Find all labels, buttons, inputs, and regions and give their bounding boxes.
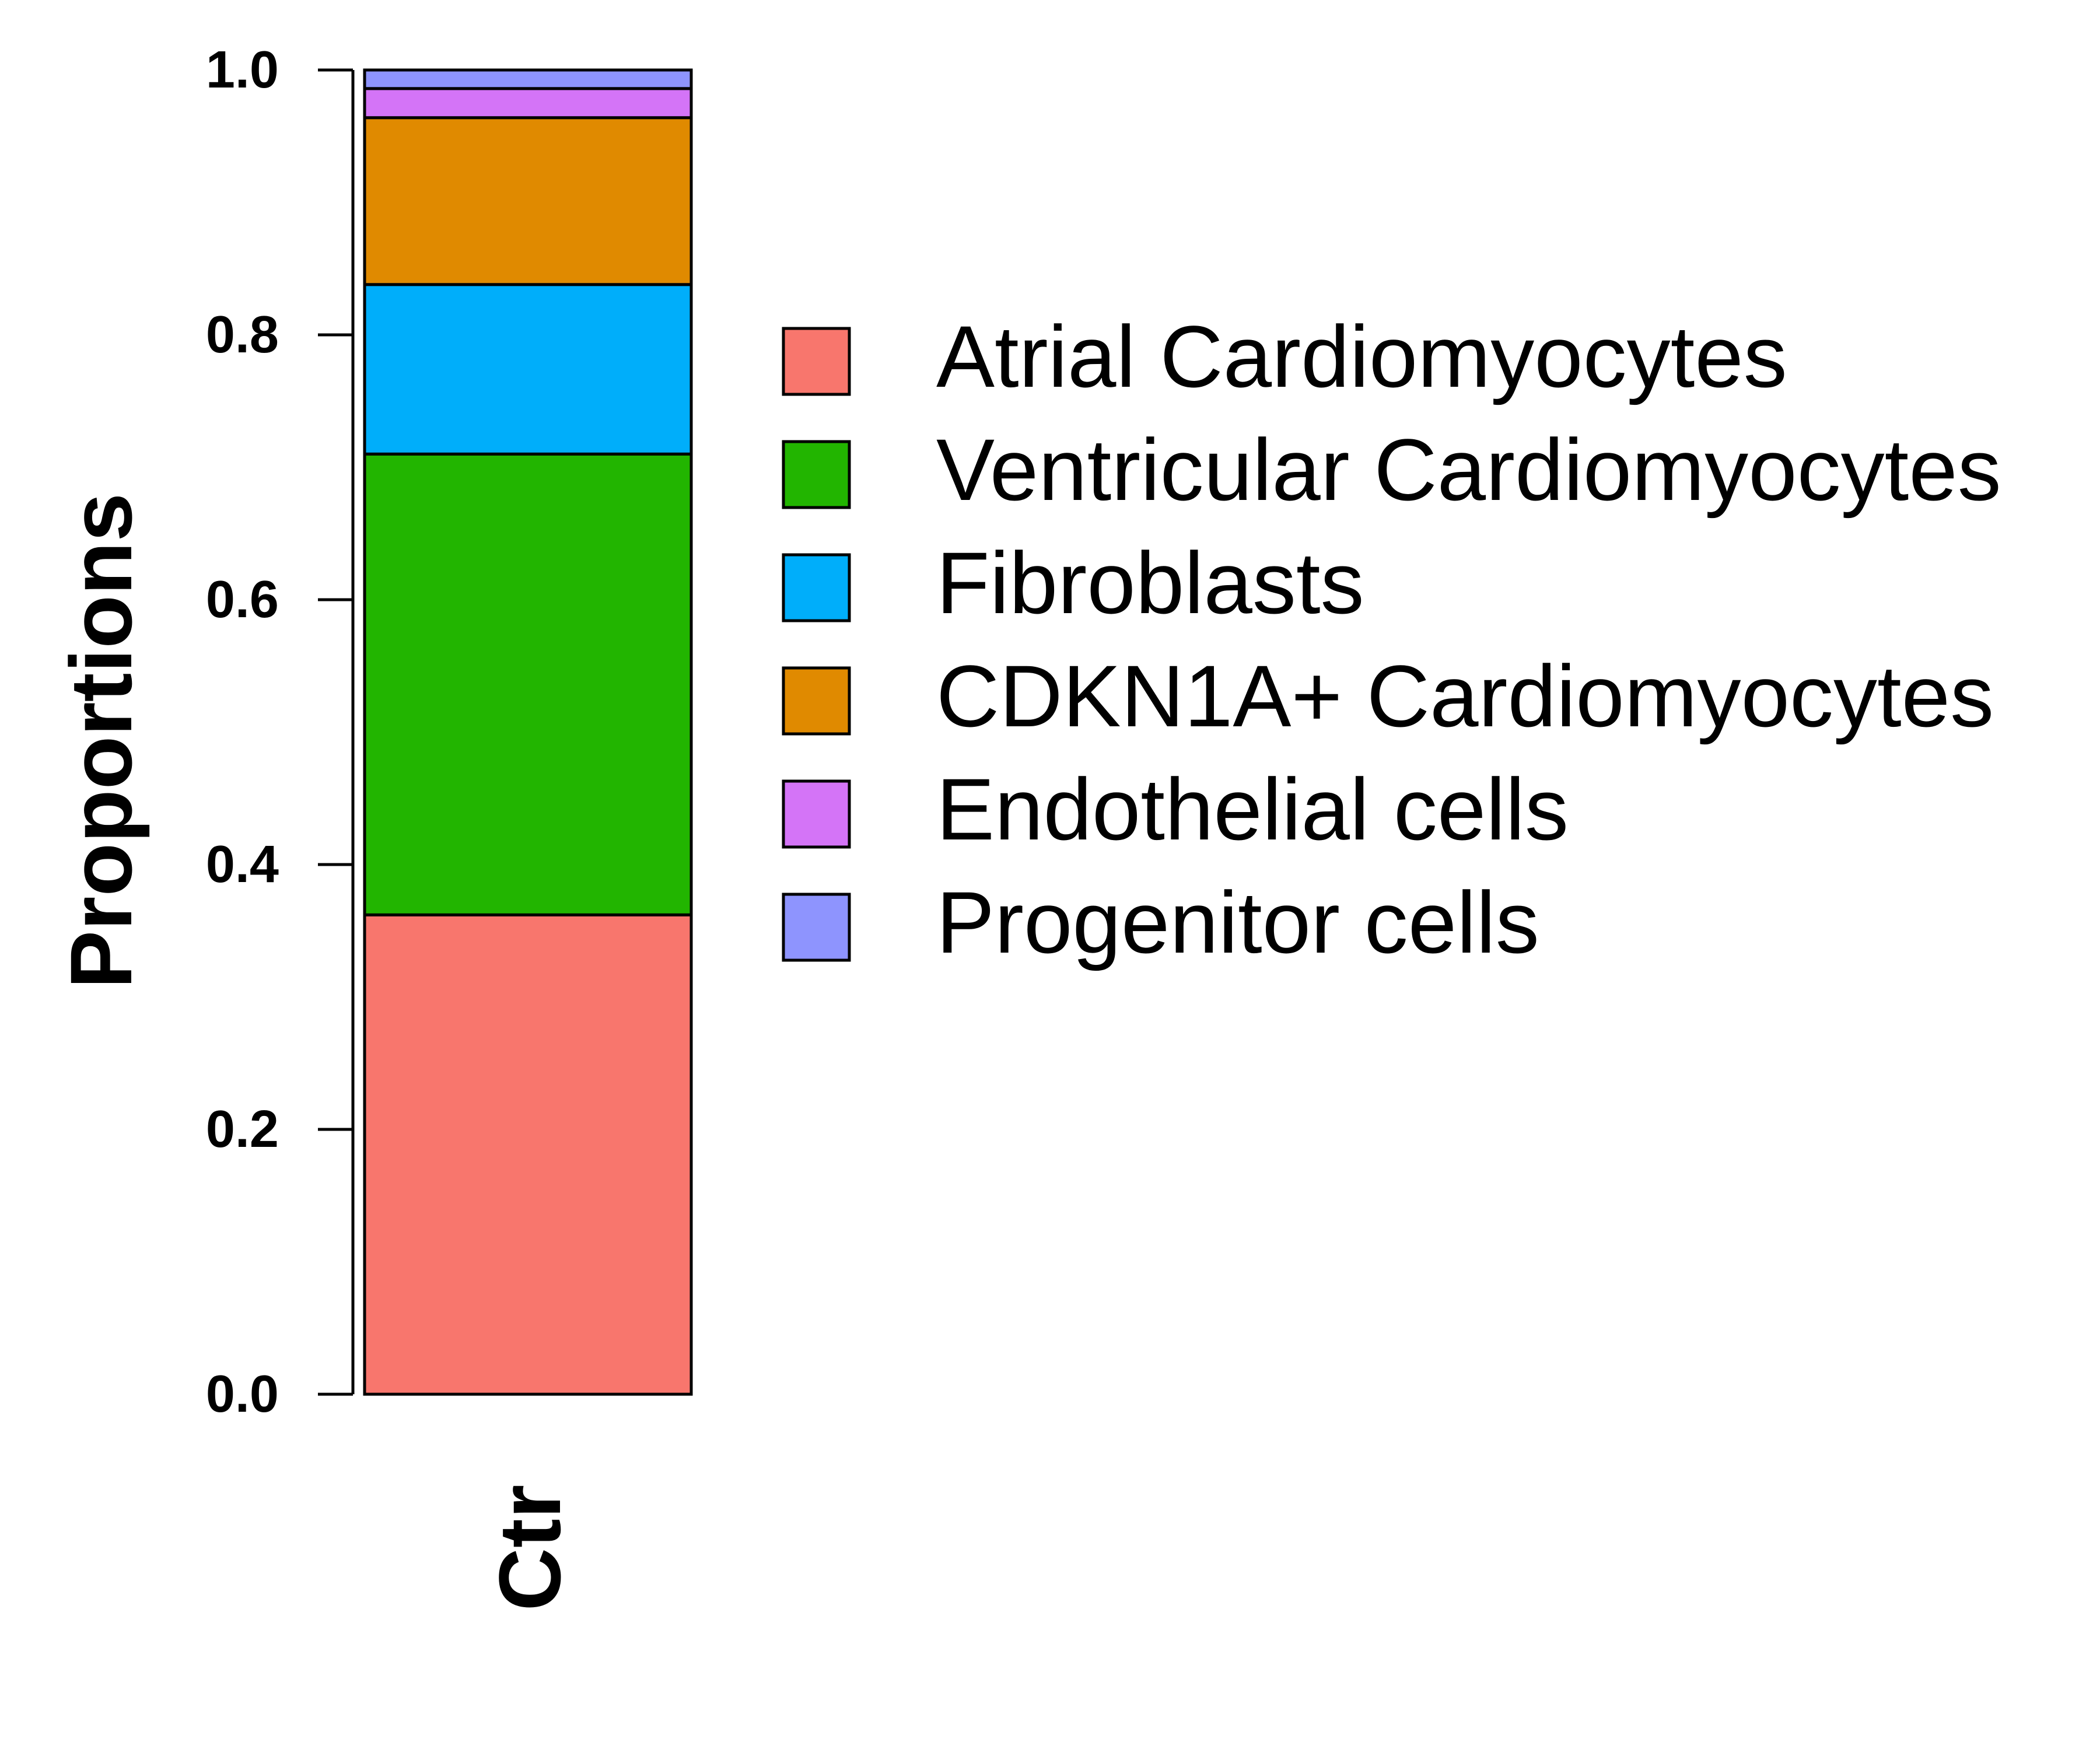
legend-label: Progenitor cells (936, 873, 1539, 971)
bar-segment-2 (363, 283, 693, 456)
y-tick-label: 1.0 (206, 41, 279, 99)
y-tick-label: 0.6 (206, 571, 279, 629)
y-tick-label: 0.4 (206, 835, 279, 894)
y-tick-label: 0.0 (206, 1365, 279, 1423)
legend-swatch (782, 893, 851, 962)
legend-label: Endothelial cells (936, 760, 1569, 858)
bar-segment-3 (363, 116, 693, 286)
y-tick-label: 0.8 (206, 306, 279, 364)
legend-swatch (782, 440, 851, 509)
bars-layer (363, 68, 693, 1396)
legend-swatch (782, 666, 851, 736)
legend-label: CDKN1A+ Cardiomyocytes (936, 647, 1994, 745)
bar-segment-4 (363, 87, 693, 120)
bar-segment-5 (363, 68, 693, 90)
bar-segment-0 (363, 913, 693, 1396)
bar-segment-1 (363, 452, 693, 916)
y-tick-label: 0.2 (206, 1100, 279, 1159)
x-category-labels: Ctr (481, 1485, 579, 1611)
y-axis-label: Proportions (52, 493, 150, 989)
x-category-label: Ctr (481, 1485, 579, 1611)
legend-swatch (782, 327, 851, 396)
legend-label: Fibroblasts (936, 534, 1364, 632)
legend-swatch (782, 553, 851, 622)
y-ticks: 0.0 0.2 0.4 0.6 0.8 1.0 (206, 41, 353, 1423)
legend-swatch (782, 779, 851, 849)
legend-label: Ventricular Cardiomyocytes (936, 421, 2001, 519)
legend: Atrial Cardiomyocytes Ventricular Cardiom… (782, 307, 2001, 971)
legend-label: Atrial Cardiomyocytes (936, 307, 1787, 405)
